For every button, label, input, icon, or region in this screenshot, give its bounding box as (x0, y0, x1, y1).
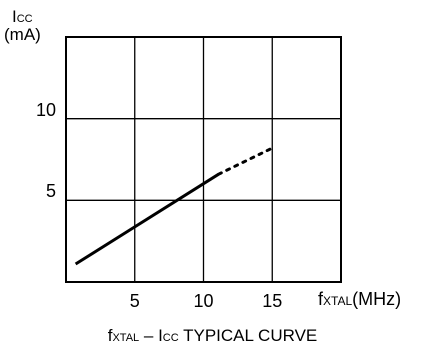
caption-i-subscript: CC (162, 332, 179, 344)
y-tick-label-5: 5 (45, 181, 56, 202)
caption-tail: TYPICAL CURVE (178, 326, 318, 345)
x-axis-subscript: XTAL (323, 294, 353, 308)
y-axis-title: ICC (12, 8, 33, 28)
x-tick-label-5: 5 (129, 291, 140, 311)
series-line-solid (74, 172, 220, 266)
x-axis-unit: (MHz) (352, 289, 402, 309)
grid-lines (66, 37, 341, 282)
x-tick-label-10: 10 (193, 291, 214, 311)
series-line-dotted (217, 146, 274, 176)
caption-mid: – I (139, 326, 163, 345)
y-axis-unit: (mA) (4, 25, 41, 44)
caption-f-subscript: XTAL (112, 332, 140, 344)
y-axis-subscript: CC (16, 13, 33, 25)
caption-f: f (107, 326, 113, 345)
series-lines (74, 146, 274, 266)
y-tick-label-10: 10 (35, 99, 56, 120)
chart-caption: fXTAL – ICC TYPICAL CURVE (0, 326, 425, 348)
x-axis-symbol: f (318, 289, 324, 309)
y-axis-symbol: I (12, 7, 17, 26)
x-axis-title: fXTAL(MHz) (318, 287, 401, 313)
x-tick-label-15: 15 (262, 291, 283, 311)
